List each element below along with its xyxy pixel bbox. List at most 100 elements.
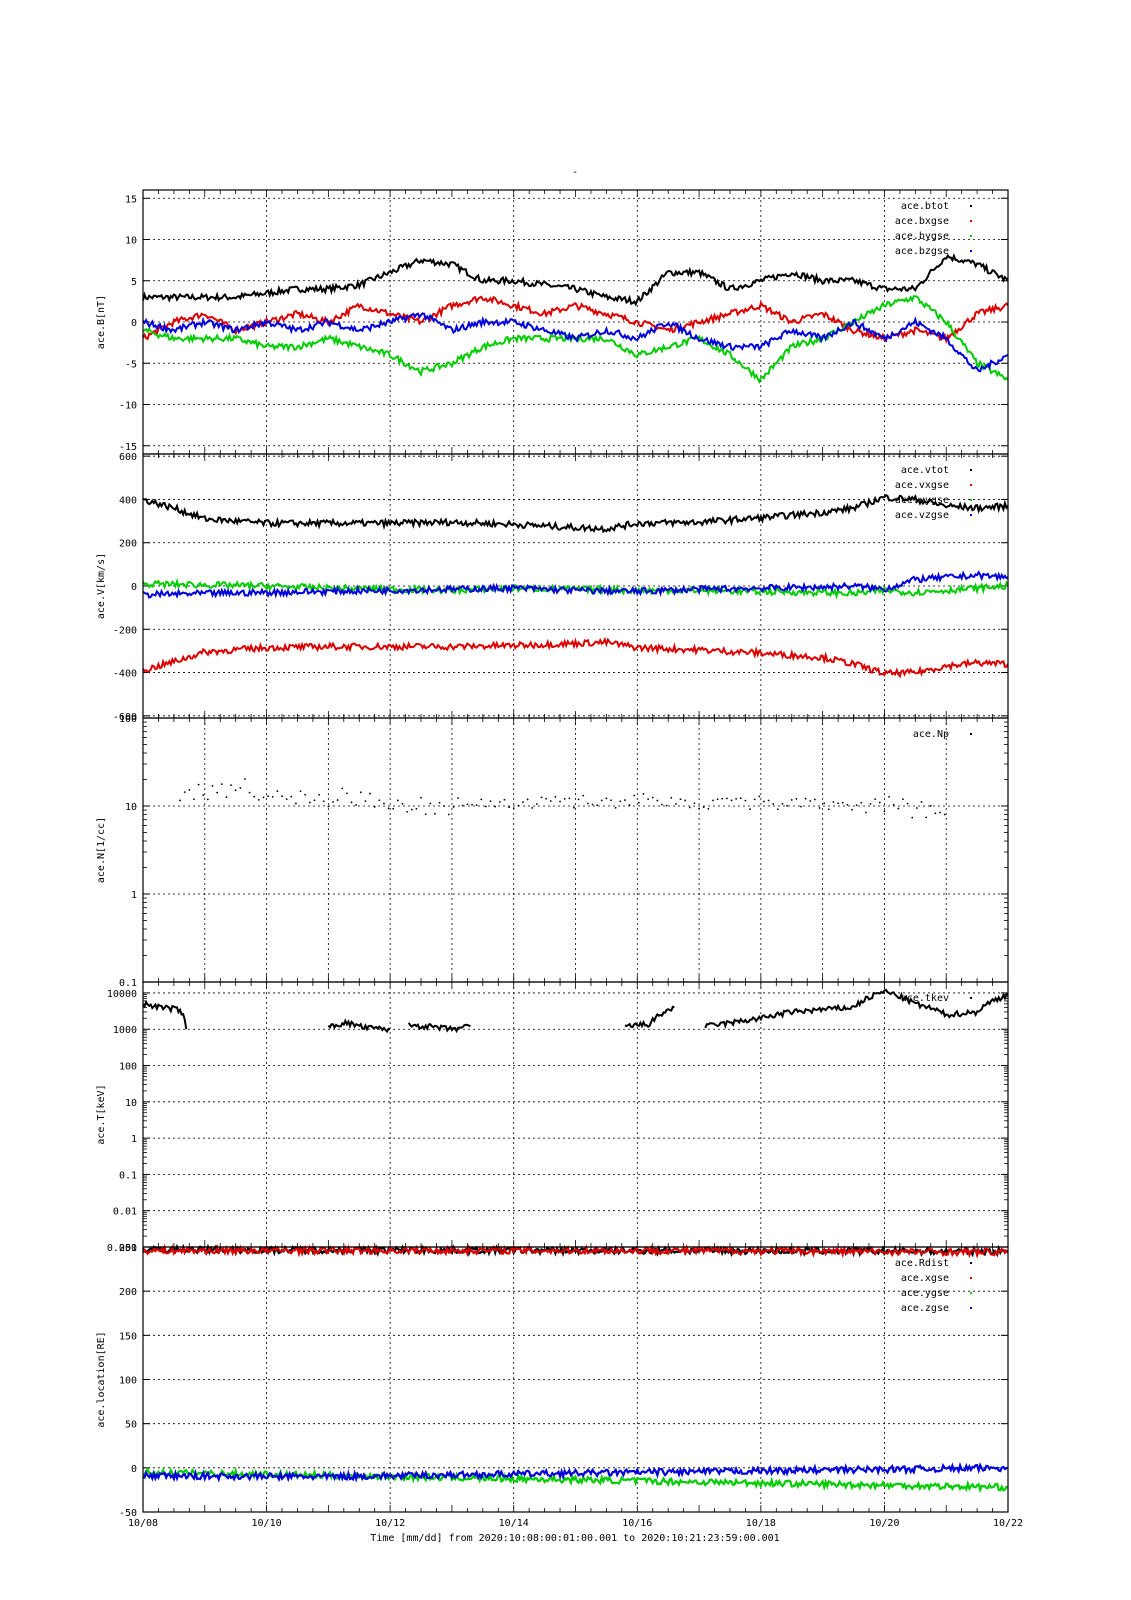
data-point (549, 800, 552, 802)
y-tick-label: 400 (119, 495, 137, 506)
data-point (271, 795, 274, 798)
series-line (704, 988, 1009, 1030)
data-point (716, 798, 719, 801)
data-point (725, 797, 728, 800)
y-axis-label: ace.N[1/cc] (96, 817, 107, 883)
data-point (897, 807, 900, 810)
x-tick-label: 10/08 (128, 1518, 158, 1529)
panel-1: -15 -10 -5 0 5 10 15 ace.B[nT] ace.btot ace.bxgse… (96, 189, 1009, 455)
data-point (647, 798, 649, 800)
series-line (142, 1243, 1009, 1259)
data-point (864, 811, 867, 814)
data-point (220, 783, 223, 786)
y-tick-label: 10 (125, 802, 137, 813)
y-tick-label: 10 (125, 236, 137, 247)
data-point (619, 800, 622, 803)
panel-2: -600 -400 -200 0 200 400 600 ace.V[km/s] ace.vto… (96, 452, 1009, 723)
data-point (920, 801, 923, 803)
data-point (818, 807, 821, 809)
y-tick-label: 0 (131, 1464, 137, 1475)
y-tick-label: 100 (119, 1376, 137, 1387)
y-tick-label: -15 (119, 442, 137, 453)
legend-swatch (970, 997, 972, 999)
legend-swatch (970, 733, 972, 735)
x-tick-label: 10/18 (746, 1518, 776, 1529)
y-tick-label: 0 (131, 318, 137, 329)
data-point (327, 805, 330, 808)
y-tick-label: -5 (125, 359, 137, 370)
data-point (735, 797, 738, 800)
data-point (776, 808, 779, 811)
data-point (424, 813, 427, 816)
legend-swatch (970, 1277, 972, 1279)
data-point (211, 784, 214, 787)
panel-4: 0.001 0.01 0.1 1 10 100 1000 10000 ace.T[keV] ace… (96, 981, 1009, 1254)
data-point (925, 816, 928, 819)
y-tick-label: 0.001 (107, 1243, 137, 1254)
series-line (142, 295, 1009, 345)
data-point (610, 799, 612, 802)
data-point (698, 807, 700, 810)
data-point (531, 807, 534, 809)
data-point (846, 803, 849, 806)
data-point (457, 797, 460, 799)
data-point (378, 799, 381, 802)
data-point (387, 807, 390, 810)
y-tick-label: 1000 (113, 1025, 137, 1036)
data-point (257, 798, 260, 801)
legend-entry: ace.xgse (901, 1273, 949, 1284)
data-point (471, 803, 473, 806)
legend-entry: ace.bygse (895, 231, 949, 242)
data-point (332, 801, 334, 803)
data-point (522, 801, 524, 804)
data-point (827, 808, 830, 811)
data-point (712, 799, 714, 802)
data-point (396, 799, 399, 802)
data-point (823, 802, 826, 805)
legend-entry: ace.zgse (901, 1303, 949, 1314)
data-point (383, 802, 385, 805)
y-tick-label: -200 (113, 625, 137, 636)
data-point (878, 801, 881, 804)
data-point (420, 796, 422, 799)
data-point (350, 801, 353, 804)
data-point (591, 803, 594, 806)
legend-entry: ace.Np (913, 729, 949, 740)
data-point (234, 789, 237, 792)
panel-3: 0.1 1 10 100 ace.N[1/cc] ace.Np (96, 714, 1009, 989)
y-tick-label: 1 (131, 1134, 137, 1145)
data-point (790, 799, 793, 801)
y-tick-label: 0.01 (113, 1207, 137, 1218)
data-point (304, 793, 307, 796)
data-point (795, 798, 798, 800)
data-point (434, 812, 436, 815)
data-point (494, 805, 497, 808)
data-point (869, 803, 872, 805)
y-tick-label: -400 (113, 669, 137, 680)
series-line (142, 999, 188, 1030)
data-point (281, 795, 283, 798)
legend-entry: ace.vzgse (895, 510, 949, 521)
data-point (508, 806, 510, 809)
data-point (573, 806, 575, 809)
data-point (183, 791, 186, 794)
data-point (475, 804, 478, 807)
data-point (577, 798, 580, 801)
data-point (642, 793, 645, 795)
data-point (707, 807, 710, 810)
legend-entry: ace.bxgse (895, 216, 949, 227)
y-tick-label: 15 (125, 194, 137, 205)
y-tick-label: 0.1 (119, 978, 137, 989)
data-point (517, 804, 520, 807)
series-line (142, 636, 1009, 679)
data-point (600, 799, 603, 802)
data-point (675, 803, 677, 805)
data-point (934, 812, 937, 815)
legend-entry: ace.ygse (901, 1288, 949, 1299)
data-point (248, 791, 251, 794)
x-tick-label: 10/14 (499, 1518, 529, 1529)
data-point (670, 796, 673, 799)
y-axis-label: ace.B[nT] (96, 295, 107, 349)
y-axis-label: ace.T[keV] (96, 1084, 107, 1144)
legend-entry: ace.bzgse (895, 246, 949, 257)
